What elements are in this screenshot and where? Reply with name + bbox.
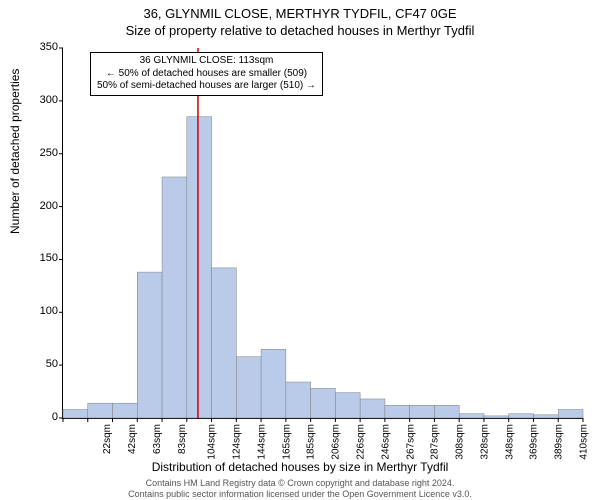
x-tick: 226sqm bbox=[356, 424, 367, 460]
x-tick: 144sqm bbox=[257, 424, 268, 460]
chart-supertitle: 36, GLYNMIL CLOSE, MERTHYR TYDFIL, CF47 … bbox=[0, 0, 600, 21]
y-tick: 350 bbox=[28, 41, 58, 53]
x-tick: 389sqm bbox=[554, 424, 565, 460]
x-tick: 267sqm bbox=[405, 424, 416, 460]
x-tick: 185sqm bbox=[306, 424, 317, 460]
annotation-line2: ← 50% of detached houses are smaller (50… bbox=[97, 68, 316, 81]
chart-title: Size of property relative to detached ho… bbox=[0, 21, 600, 38]
y-tick: 150 bbox=[28, 252, 58, 264]
x-tick: 22sqm bbox=[102, 424, 113, 454]
x-tick: 63sqm bbox=[152, 424, 163, 454]
x-tick: 328sqm bbox=[479, 424, 490, 460]
annotation-line1: 36 GLYNMIL CLOSE: 113sqm bbox=[97, 55, 316, 68]
x-tick: 83sqm bbox=[177, 424, 188, 454]
y-tick: 250 bbox=[28, 147, 58, 159]
x-tick: 308sqm bbox=[455, 424, 466, 460]
y-tick: 100 bbox=[28, 305, 58, 317]
plot-area bbox=[62, 48, 583, 419]
x-tick: 124sqm bbox=[232, 424, 243, 460]
y-tick: 0 bbox=[28, 411, 58, 423]
y-tick: 300 bbox=[28, 94, 58, 106]
x-tick: 369sqm bbox=[529, 424, 540, 460]
x-tick: 165sqm bbox=[281, 424, 292, 460]
y-tick: 50 bbox=[28, 358, 58, 370]
x-tick: 206sqm bbox=[331, 424, 342, 460]
x-tick: 348sqm bbox=[504, 424, 515, 460]
y-axis-label: Number of detached properties bbox=[8, 69, 22, 234]
x-tick: 42sqm bbox=[127, 424, 138, 454]
annotation-box: 36 GLYNMIL CLOSE: 113sqm ← 50% of detach… bbox=[90, 52, 323, 96]
x-tick: 410sqm bbox=[578, 424, 589, 460]
y-tick: 200 bbox=[28, 200, 58, 212]
footer-line1: Contains HM Land Registry data © Crown c… bbox=[0, 478, 600, 488]
x-axis-label: Distribution of detached houses by size … bbox=[0, 460, 600, 474]
x-tick: 246sqm bbox=[380, 424, 391, 460]
x-tick: 287sqm bbox=[430, 424, 441, 460]
chart-svg bbox=[63, 48, 583, 418]
x-tick: 104sqm bbox=[207, 424, 218, 460]
annotation-line3: 50% of semi-detached houses are larger (… bbox=[97, 80, 316, 93]
footer-line2: Contains public sector information licen… bbox=[0, 489, 600, 499]
